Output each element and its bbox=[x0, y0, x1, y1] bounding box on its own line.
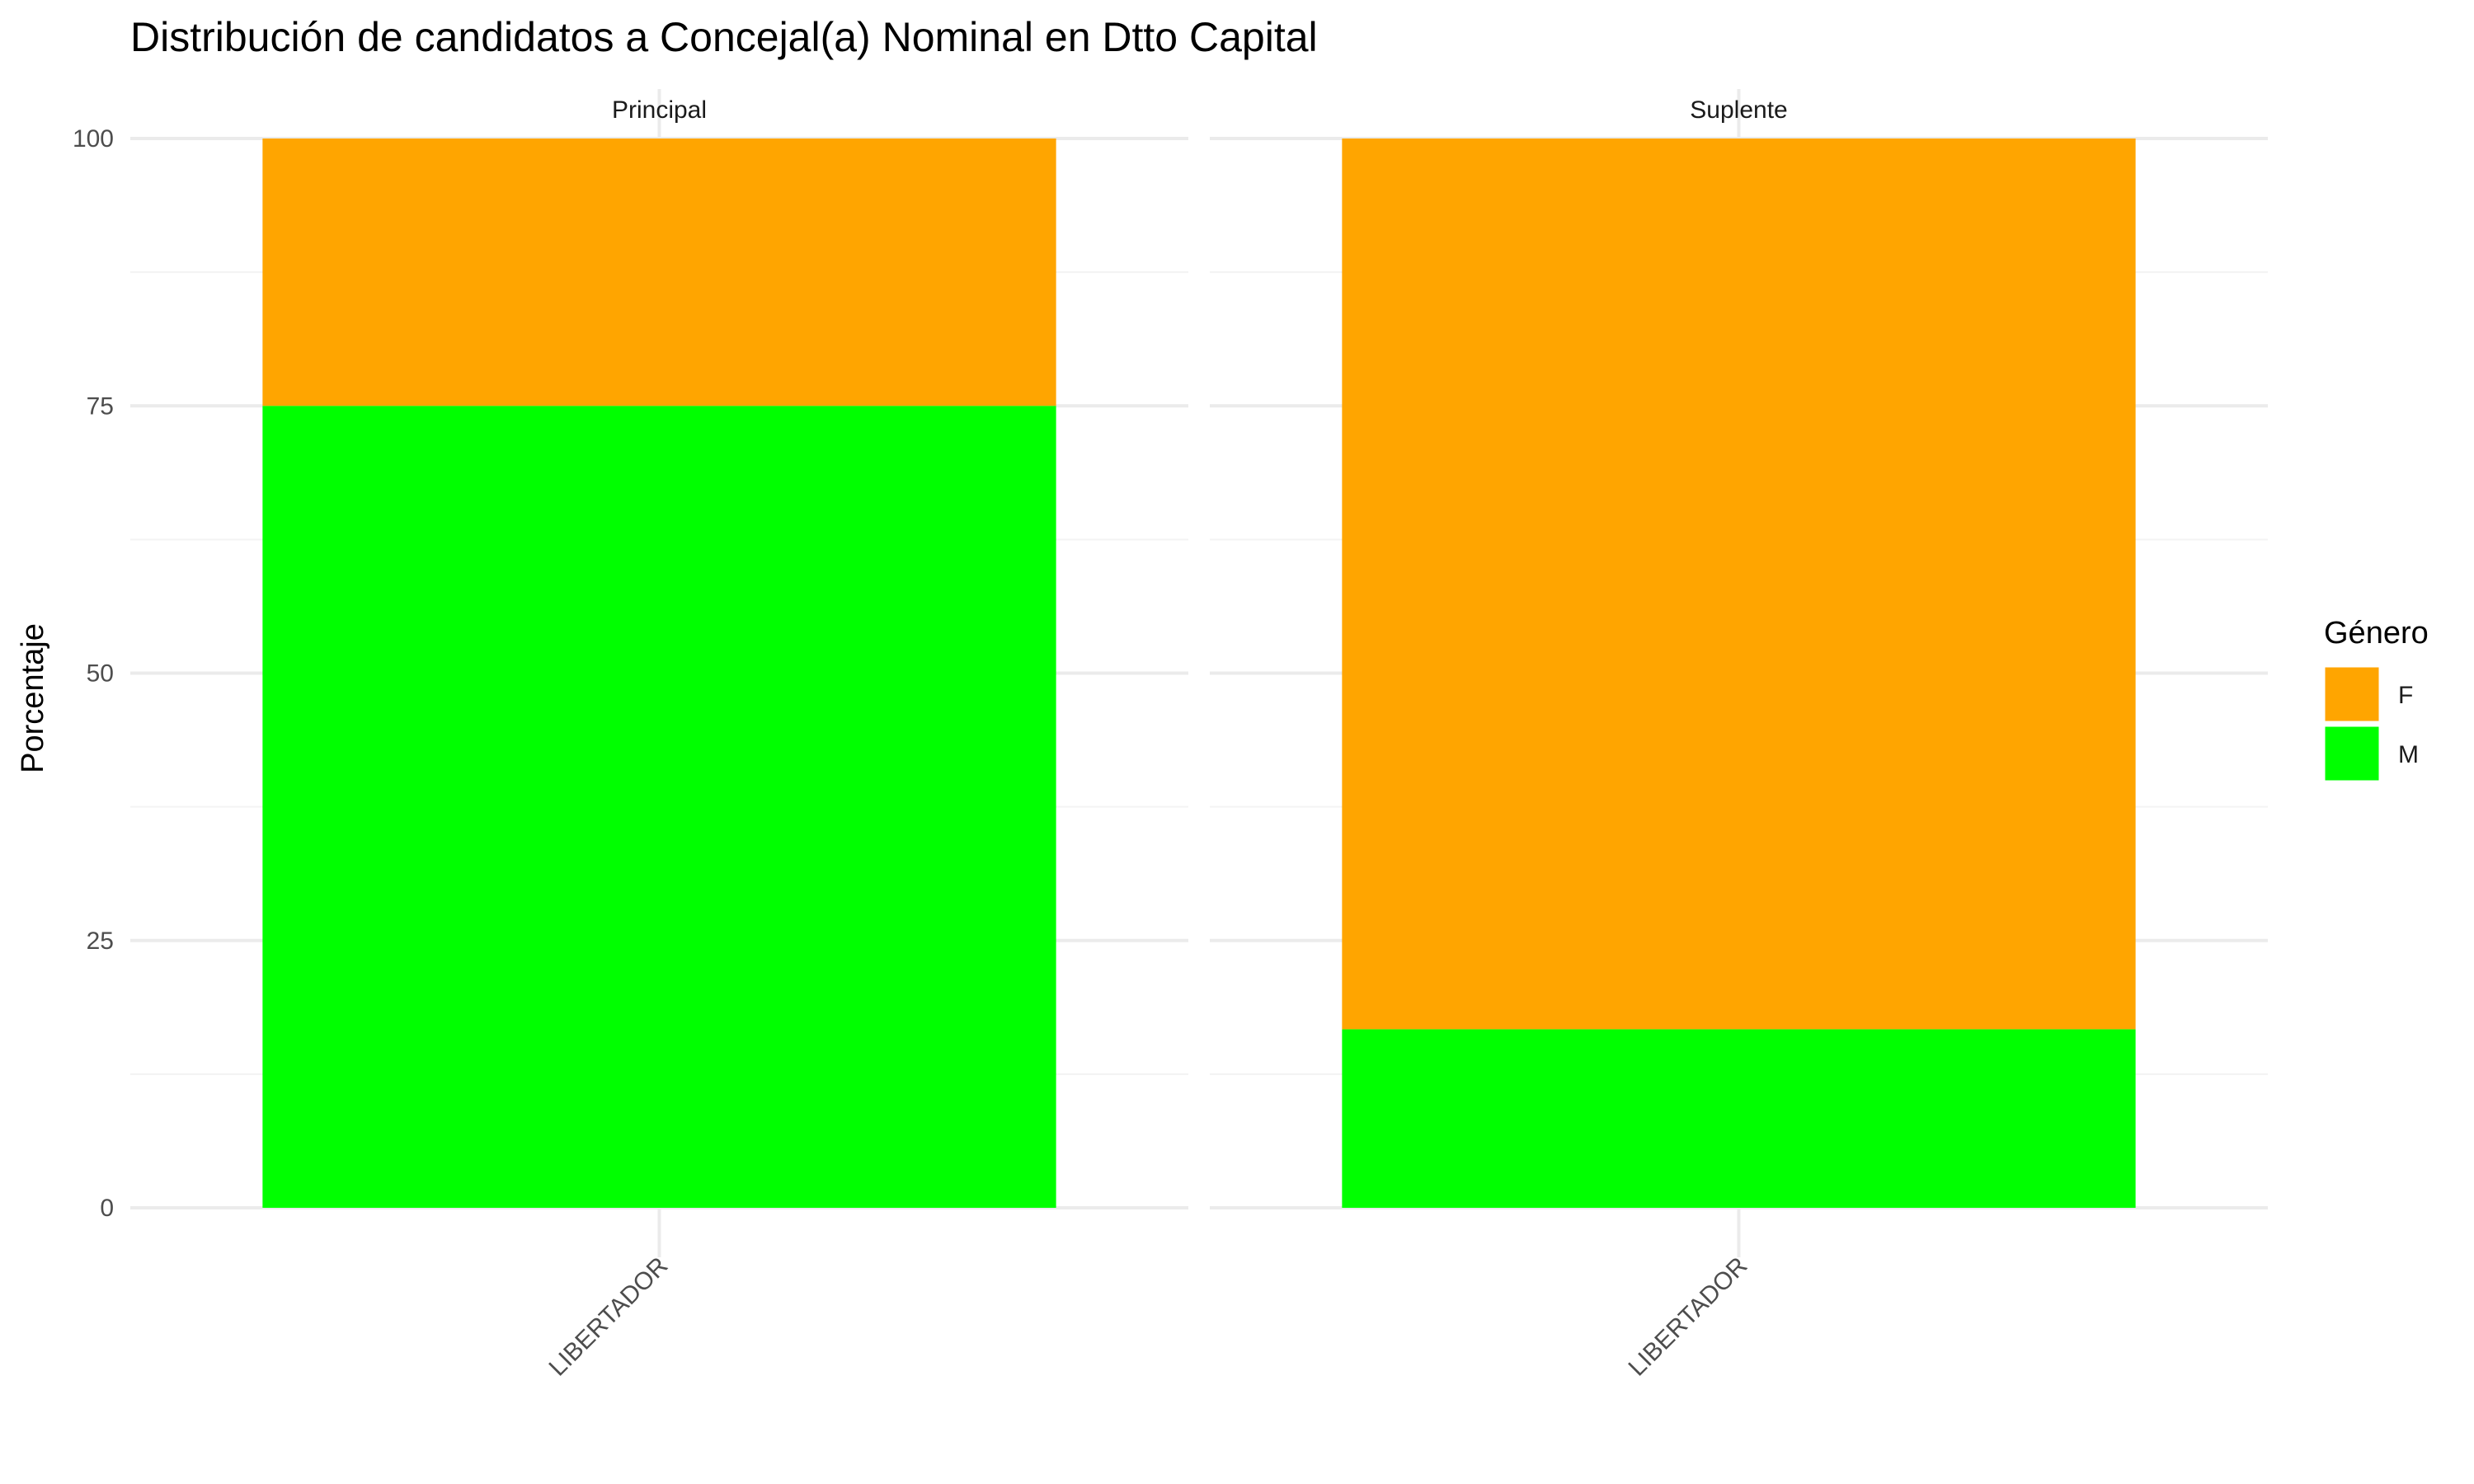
legend-swatch-m bbox=[2322, 724, 2382, 783]
y-tick-label: 75 bbox=[87, 392, 114, 420]
legend-items: FM bbox=[2322, 665, 2419, 783]
bar-principal-m bbox=[262, 406, 1056, 1208]
bar-suplente-f bbox=[1342, 139, 2136, 1030]
y-tick-label: 50 bbox=[87, 660, 114, 688]
x-tick-label: LIBERTADOR bbox=[1624, 1252, 1753, 1382]
panels: LIBERTADOR Principal 0 25 50 75 100 LIBERTADOR S… bbox=[73, 89, 2268, 1382]
x-tick-label: LIBERTADOR bbox=[544, 1252, 674, 1382]
facet-label-principal: Principal bbox=[612, 96, 707, 124]
y-axis-label: Porcentaje bbox=[16, 623, 50, 773]
chart-title: Distribución de candidatos a Concejal(a)… bbox=[130, 14, 1318, 60]
legend-swatch-f bbox=[2322, 665, 2382, 724]
y-tick-label: 25 bbox=[87, 928, 114, 955]
bar-principal-f bbox=[262, 139, 1056, 406]
legend-title: Género bbox=[2324, 616, 2429, 650]
panel-principal: LIBERTADOR Principal 0 25 50 75 100 bbox=[73, 89, 1188, 1382]
bar-suplente-m bbox=[1342, 1029, 2136, 1208]
facet-label-suplente: Suplente bbox=[1690, 96, 1787, 124]
y-tick-label: 0 bbox=[100, 1195, 114, 1222]
legend: Género FM bbox=[2322, 616, 2429, 783]
panel-suplente: LIBERTADOR Suplente bbox=[1210, 89, 2268, 1382]
legend-label-m: M bbox=[2398, 741, 2419, 768]
y-tick-label: 100 bbox=[73, 125, 114, 153]
legend-label-f: F bbox=[2398, 682, 2413, 709]
